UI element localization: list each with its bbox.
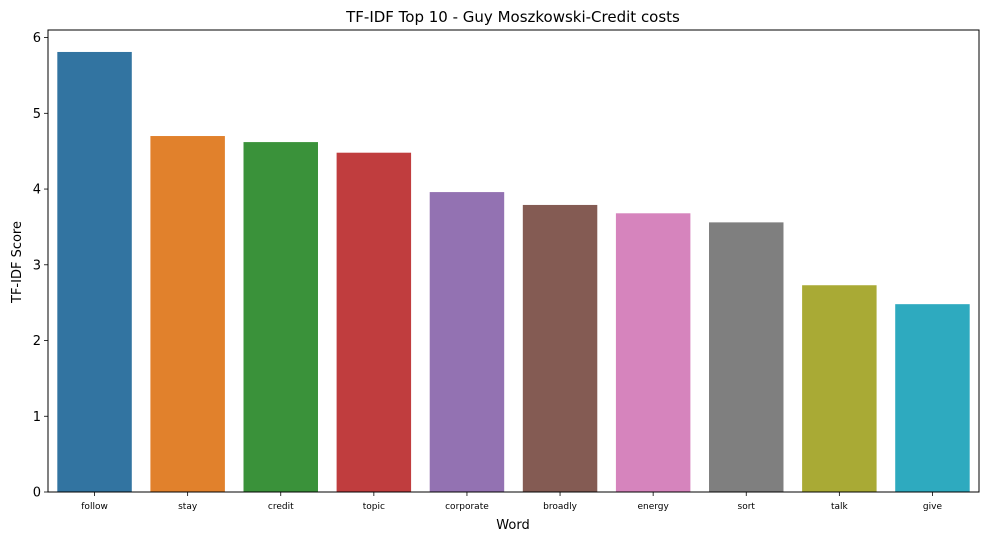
x-tick-label-corporate: corporate <box>445 502 489 512</box>
bar-broadly <box>522 204 598 492</box>
bar-topic <box>336 152 412 492</box>
bar-give <box>895 304 970 492</box>
x-tick-label-give: give <box>923 502 943 512</box>
y-tick-label-3: 3 <box>33 258 41 273</box>
bars-group <box>57 51 970 493</box>
bar-energy <box>615 213 691 493</box>
y-tick-label-1: 1 <box>33 410 41 425</box>
chart-title: TF-IDF Top 10 - Guy Moszkowski-Credit co… <box>345 8 680 26</box>
bar-corporate <box>429 192 505 492</box>
x-tick-label-credit: credit <box>268 502 294 512</box>
bar-credit <box>243 142 318 492</box>
bar-stay <box>150 136 225 492</box>
y-tick-label-0: 0 <box>33 486 41 501</box>
y-tick-label-5: 5 <box>33 107 41 122</box>
x-tick-label-broadly: broadly <box>543 502 577 512</box>
y-axis-label: TF-IDF Score <box>10 221 25 304</box>
plot-frame <box>47 29 980 493</box>
x-axis: follow stay credit topic corporate broadly ene… <box>81 492 942 512</box>
x-tick-label-energy: energy <box>637 502 669 512</box>
bar-sort <box>709 222 784 492</box>
x-tick-label-stay: stay <box>178 502 198 512</box>
y-tick-label-2: 2 <box>33 334 41 349</box>
x-tick-label-topic: topic <box>363 502 385 512</box>
bar-talk <box>802 285 877 492</box>
y-axis: 0 1 2 3 4 5 6 <box>33 31 48 501</box>
x-tick-label-sort: sort <box>738 502 756 512</box>
y-tick-label-4: 4 <box>33 183 41 198</box>
x-tick-label-follow: follow <box>81 502 108 512</box>
y-tick-label-6: 6 <box>33 31 41 46</box>
bar-follow <box>57 51 132 493</box>
x-axis-label: Word <box>496 518 529 533</box>
x-tick-label-talk: talk <box>831 502 849 512</box>
